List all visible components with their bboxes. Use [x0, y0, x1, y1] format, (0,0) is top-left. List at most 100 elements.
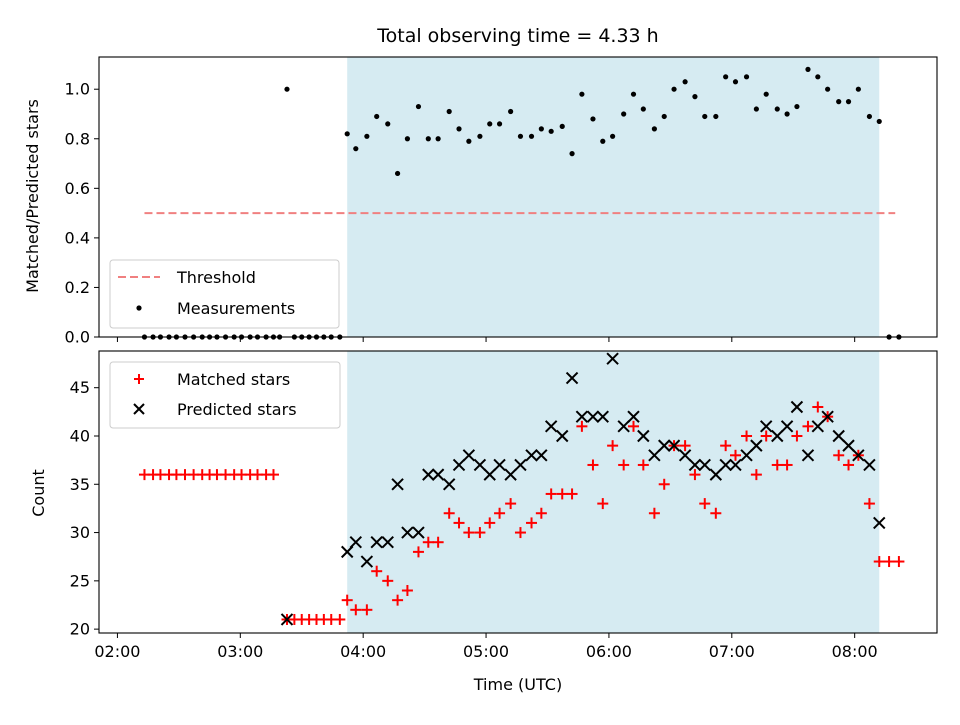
top-panel: 0.0 0.2 0.4 0.6 0.8 1.0 Total observing time …	[23, 25, 938, 347]
matched-star-point	[514, 527, 526, 539]
y-tick-label: 25	[70, 571, 90, 590]
measurement-point	[517, 133, 524, 139]
predicted-star-point	[780, 420, 794, 433]
measurement-point	[590, 116, 596, 122]
y-tick-label: 30	[70, 523, 90, 542]
y-tick-label: 45	[70, 378, 90, 397]
measurement-point	[845, 99, 852, 105]
predicted-star-point	[852, 449, 865, 462]
matched-star-point	[883, 556, 895, 568]
matched-star-point	[535, 507, 547, 519]
matched-star-point	[689, 469, 701, 481]
measurement-point	[805, 66, 811, 72]
y-tick-label: 0.0	[65, 328, 90, 347]
measurement-point	[713, 113, 719, 120]
measurement-point	[487, 121, 493, 127]
predicted-star-point	[575, 410, 589, 423]
measurement-point	[702, 113, 708, 120]
measurement-point	[600, 138, 606, 144]
matched-star-point	[812, 401, 824, 413]
bottom-x-ticks: 02:00 03:00 04:00 05:00 06:00 07:00 08:00	[94, 633, 878, 661]
matched-star-point	[463, 527, 475, 539]
predicted-star-point	[556, 429, 569, 443]
predicted-star-point	[658, 439, 671, 452]
predicted-star-point	[719, 458, 732, 472]
y-tick-label: 0.8	[65, 129, 90, 148]
measurement-point	[435, 136, 441, 142]
predicted-star-point	[678, 449, 692, 462]
matched-star-point	[412, 546, 424, 558]
predicted-star-point	[370, 536, 383, 549]
matched-star-point	[382, 575, 394, 587]
matched-star-point	[658, 478, 670, 490]
measurement-point	[364, 133, 370, 139]
matched-star-point	[791, 430, 803, 442]
matched-star-point	[371, 565, 383, 577]
top-y-ticks: 0.0 0.2 0.4 0.6 0.8 1.0	[65, 80, 99, 347]
predicted-star-point	[688, 458, 702, 472]
predicted-star-point	[422, 468, 435, 481]
measurement-point	[671, 86, 677, 92]
matched-star-point	[443, 507, 455, 519]
measurement-point	[610, 133, 616, 139]
matched-star-point	[750, 469, 762, 481]
measurement-point	[446, 108, 452, 115]
matched-star-point	[566, 488, 578, 500]
predicted-star-point	[525, 449, 538, 462]
matched-star-point	[474, 527, 486, 539]
predicted-star-point	[401, 526, 414, 539]
predicted-star-point	[514, 458, 527, 472]
predicted-star-point	[729, 458, 742, 472]
x-tick-label: 07:00	[709, 642, 755, 661]
measurement-point	[404, 136, 411, 142]
predicted-star-point	[565, 371, 579, 385]
predicted-star-point	[759, 420, 773, 433]
matched-star-point	[863, 498, 875, 510]
measurement-point	[477, 133, 483, 139]
legend-predicted-label: Predicted stars	[177, 400, 297, 419]
bottom-y-ticks: 20 25 30 35 40 45	[70, 378, 99, 639]
legend-matched-swatch	[134, 374, 144, 384]
matched-star-point	[267, 469, 279, 481]
bottom-legend-box	[109, 361, 341, 429]
matched-star-point	[781, 459, 793, 471]
y-tick-label: 1.0	[65, 80, 90, 99]
y-tick-label: 0.6	[65, 179, 90, 198]
measurement-point	[794, 103, 800, 110]
y-tick-label: 35	[70, 475, 90, 494]
predicted-star-point	[606, 352, 619, 365]
measurement-point	[723, 74, 729, 80]
measurement-point	[692, 94, 698, 100]
predicted-star-point	[391, 478, 404, 491]
matched-star-point	[618, 459, 630, 471]
matched-star-point	[720, 440, 732, 452]
predicted-star-point	[349, 536, 363, 549]
predicted-star-point	[790, 400, 804, 414]
matched-star-point	[494, 507, 506, 519]
legend-measurements-swatch	[136, 305, 142, 311]
matched-star-point	[873, 556, 885, 568]
measurement-point	[621, 111, 627, 117]
x-tick-label: 04:00	[340, 642, 386, 661]
predicted-star-point	[617, 420, 630, 433]
measurement-point	[753, 106, 759, 112]
predicted-star-point	[832, 429, 845, 443]
matched-star-point	[484, 517, 496, 529]
measurement-point	[528, 133, 535, 139]
predicted-star-point	[381, 536, 394, 549]
x-tick-label: 05:00	[463, 642, 509, 661]
measurement-point	[866, 113, 873, 120]
matched-star-point	[526, 517, 538, 529]
measurement-point	[743, 74, 750, 80]
measurement-point	[732, 79, 739, 85]
measurement-point	[415, 103, 422, 110]
measurement-point	[284, 86, 290, 92]
matched-star-point	[843, 459, 855, 471]
predicted-star-point	[863, 458, 876, 472]
measurement-point	[353, 146, 359, 152]
measurement-point	[825, 86, 831, 92]
predicted-star-point	[740, 449, 753, 462]
measurement-point	[394, 170, 401, 177]
matched-star-point	[699, 498, 711, 510]
predicted-star-point	[442, 478, 456, 491]
